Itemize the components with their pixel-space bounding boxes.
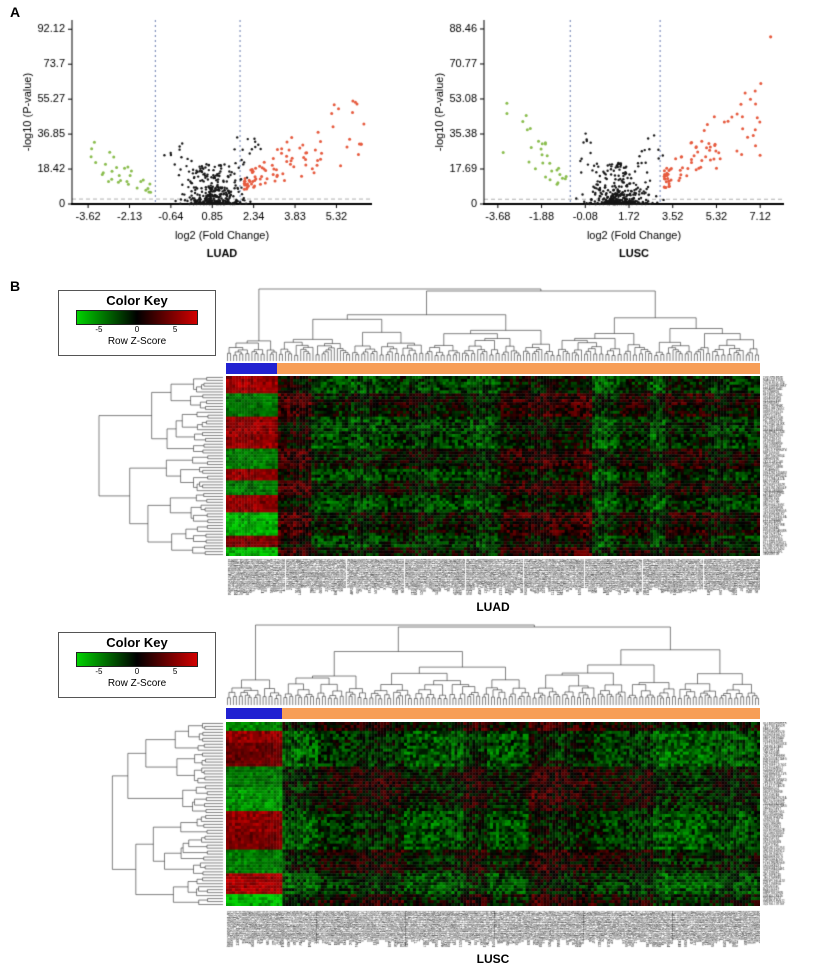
heatmap-caption-lusc: LUSC	[476, 952, 510, 966]
row-labels	[762, 376, 802, 556]
color-key-ticks: -5 0 5	[76, 325, 198, 336]
color-key-scale: -5 0 5	[76, 310, 198, 336]
color-key-title: Color Key	[106, 293, 168, 308]
column-annotation-bar	[226, 708, 760, 719]
color-key-gradient	[76, 652, 198, 667]
row-dendrogram	[94, 722, 224, 906]
heatmap-block-lusc: Color Key -5 0 5 Row Z-Score LUSC	[0, 620, 824, 972]
panel-a-label: A	[10, 4, 20, 20]
color-key-tick: 0	[134, 667, 140, 676]
color-key-tick: -5	[95, 667, 103, 676]
color-key-tick: 5	[172, 325, 178, 334]
color-key-gradient	[76, 310, 198, 325]
color-key-title: Color Key	[106, 635, 168, 650]
volcano-plot-lusc	[428, 6, 800, 268]
color-key-ticks: -5 0 5	[76, 667, 198, 678]
color-key-tick: 5	[172, 667, 178, 676]
color-key: Color Key -5 0 5 Row Z-Score	[58, 290, 216, 356]
column-group-normal	[226, 708, 283, 719]
column-dendrogram	[226, 286, 760, 362]
column-group-normal	[226, 363, 277, 374]
color-key: Color Key -5 0 5 Row Z-Score	[58, 632, 216, 698]
color-key-label: Row Z-Score	[107, 336, 167, 347]
row-labels	[762, 722, 802, 906]
color-key-tick: 0	[134, 325, 140, 334]
column-labels	[226, 558, 760, 596]
column-dendrogram	[226, 620, 760, 706]
heatmap-matrix-luad	[226, 376, 760, 556]
panel-b-label: B	[10, 278, 21, 294]
heatmap-matrix-lusc	[226, 722, 760, 906]
column-group-tumor	[276, 363, 760, 374]
column-annotation-bar	[226, 363, 760, 374]
heatmap-caption-luad: LUAD	[476, 600, 510, 614]
color-key-tick: -5	[95, 325, 103, 334]
color-key-label: Row Z-Score	[107, 678, 167, 689]
color-key-scale: -5 0 5	[76, 652, 198, 678]
row-dendrogram	[94, 376, 224, 556]
column-group-tumor	[282, 708, 760, 719]
column-labels	[226, 910, 760, 948]
volcano-plot-luad	[16, 6, 388, 268]
heatmap-block-luad: Color Key -5 0 5 Row Z-Score LUAD	[0, 286, 824, 620]
